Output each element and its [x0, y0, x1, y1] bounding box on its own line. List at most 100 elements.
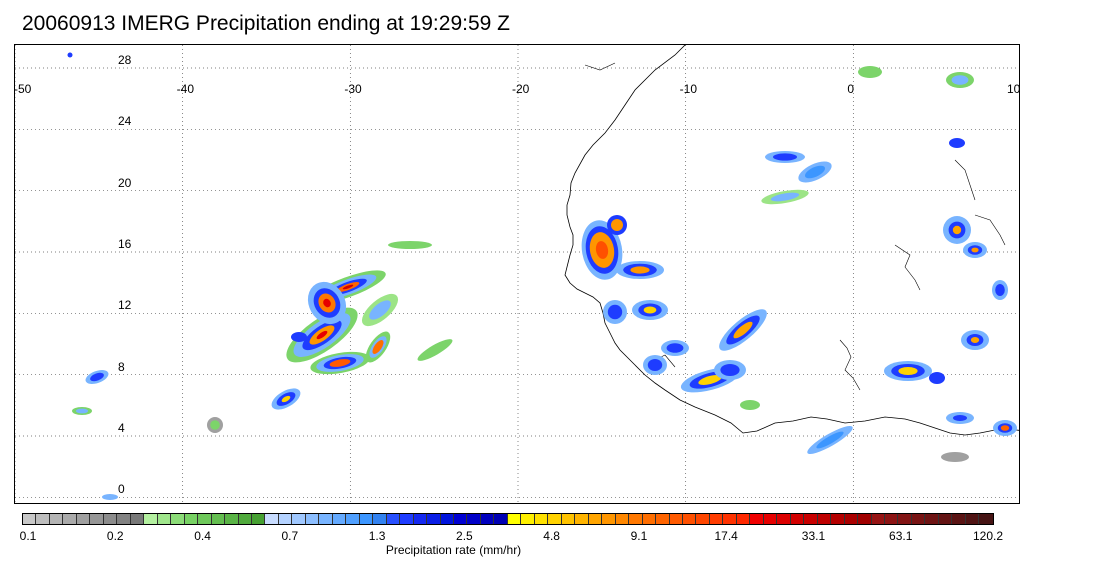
colorbar-tick-label: 0.7 — [281, 529, 299, 543]
colorbar-tick-label: 33.1 — [801, 529, 826, 543]
precip-cell — [666, 343, 684, 353]
colorbar-swatch — [49, 514, 64, 524]
precip-cell — [733, 321, 753, 339]
colorbar-swatch — [534, 514, 549, 524]
colorbar-swatch — [750, 514, 764, 524]
precip-cell — [316, 330, 328, 340]
colorbar-swatch — [171, 514, 185, 524]
colorbar-swatch — [427, 514, 441, 524]
colorbar-swatch — [790, 514, 805, 524]
precip-cell — [630, 266, 650, 274]
gridlines — [15, 45, 1019, 503]
precip-cell — [210, 420, 220, 430]
colorbar-swatch — [251, 514, 266, 524]
precip-cell — [67, 52, 73, 58]
colorbar-unit-label: Precipitation rate (mm/hr) — [0, 543, 1101, 557]
colorbar-swatch — [507, 514, 522, 524]
precip-cell — [953, 415, 967, 421]
lat-tick-label: 0 — [118, 482, 125, 497]
lon-tick-label: -20 — [512, 82, 530, 96]
colorbar-swatch — [911, 514, 926, 524]
colorbar-swatch — [319, 514, 333, 524]
colorbar-swatch — [117, 514, 131, 524]
precip-cell — [773, 153, 797, 161]
colorbar-swatch — [656, 514, 670, 524]
colorbar-swatch — [561, 514, 576, 524]
precip-cell — [102, 494, 118, 500]
colorbar-swatch — [629, 514, 643, 524]
precip-cell — [971, 247, 979, 253]
lon-tick-label: 0 — [847, 82, 855, 96]
map-canvas — [15, 45, 1019, 503]
precip-cell — [698, 375, 722, 385]
map-title: 20060913 IMERG Precipitation ending at 1… — [22, 12, 510, 35]
colorbar-swatch — [885, 514, 899, 524]
precip-cell — [805, 165, 825, 179]
lat-tick-label: 4 — [118, 421, 125, 435]
colorbar-tick-label: 0.1 — [19, 529, 37, 543]
coastline-west-africa — [564, 45, 1019, 436]
colorbar-swatch — [90, 514, 104, 524]
precip-cell — [281, 395, 291, 403]
precip-cell — [417, 339, 453, 361]
precip-cell — [595, 241, 609, 259]
colorbar-swatch — [925, 514, 939, 524]
lat-tick-label: 12 — [118, 298, 132, 313]
precip-cell — [720, 364, 740, 376]
precip-cell — [329, 359, 351, 367]
colorbar-tick-label: 0.2 — [106, 529, 124, 543]
lon-tick-label: 10 — [1007, 82, 1020, 96]
colorbar-swatch — [682, 514, 697, 524]
colorbar — [22, 513, 994, 525]
lon-tick-label: -30 — [344, 82, 362, 96]
colorbar-swatch — [413, 514, 428, 524]
colorbar-swatch — [898, 514, 912, 524]
colorbar-swatch — [359, 514, 374, 524]
colorbar-swatch — [777, 514, 791, 524]
precip-cell — [949, 138, 965, 148]
precip-cell — [291, 332, 307, 342]
colorbar-swatch — [763, 514, 778, 524]
colorbar-swatch — [979, 514, 993, 524]
precip-cell — [388, 241, 432, 249]
precipitation-cells — [67, 52, 1017, 500]
colorbar-swatch — [346, 514, 360, 524]
colorbar-swatch — [278, 514, 293, 524]
colorbar-swatch — [831, 514, 845, 524]
precip-cell — [770, 192, 800, 202]
precip-cell — [611, 219, 623, 231]
precip-cell — [1000, 425, 1010, 431]
colorbar-swatch — [265, 514, 279, 524]
precip-cell — [952, 225, 962, 235]
colorbar-tick-label: 0.4 — [194, 529, 211, 543]
precip-cell — [372, 340, 384, 354]
colorbar-swatch — [198, 514, 212, 524]
colorbar-swatch — [938, 514, 953, 524]
colorbar-swatch — [480, 514, 495, 524]
lon-tick-label: -40 — [176, 82, 194, 96]
colorbar-swatch — [575, 514, 589, 524]
colorbar-swatch — [588, 514, 603, 524]
precip-cell — [941, 452, 969, 462]
lat-tick-label: 20 — [118, 175, 132, 190]
colorbar-tick-label: 17.4 — [714, 529, 738, 543]
precip-cell — [995, 284, 1005, 296]
colorbar-swatch — [844, 514, 859, 524]
colorbar-swatch — [157, 514, 172, 524]
colorbar-swatch — [723, 514, 737, 524]
colorbar-swatch — [871, 514, 885, 524]
precip-cell — [369, 300, 391, 320]
colorbar-swatch — [76, 514, 91, 524]
colorbar-swatch — [602, 514, 616, 524]
colorbar-swatch — [454, 514, 468, 524]
colorbar-swatch — [36, 514, 50, 524]
colorbar-swatch — [817, 514, 832, 524]
colorbar-tick-label: 9.1 — [630, 529, 648, 543]
colorbar-swatch — [467, 514, 481, 524]
precip-cell — [816, 431, 844, 449]
colorbar-swatch — [400, 514, 414, 524]
lat-tick-label: 28 — [118, 53, 132, 67]
lat-tick-label: 16 — [118, 237, 132, 251]
precip-cell — [898, 367, 918, 375]
colorbar-tick-label: 2.5 — [456, 529, 473, 543]
